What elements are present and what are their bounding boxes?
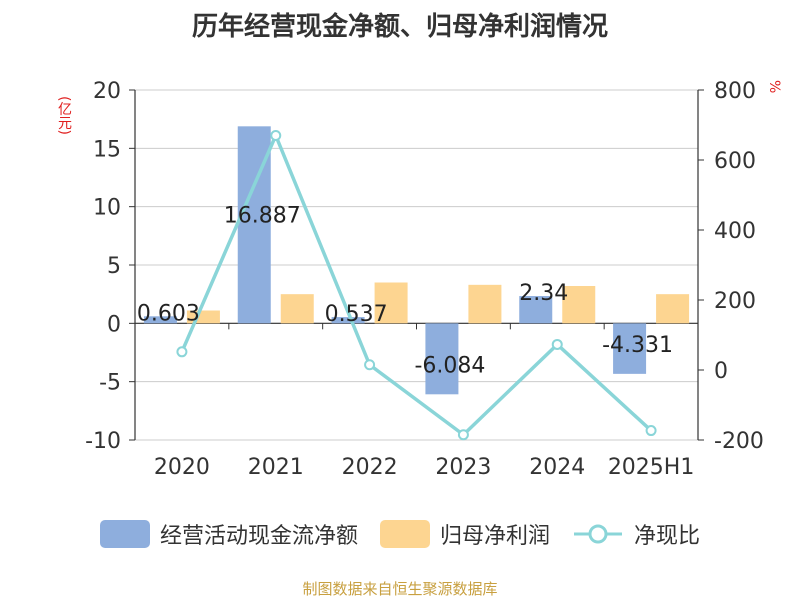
legend-item-operating-cash[interactable]: 经营活动现金流净额 [99, 518, 358, 550]
legend-swatch-net-profit [379, 520, 430, 548]
ratio-line [180, 133, 653, 437]
right-tick-label: 600 [714, 149, 756, 174]
net-profit-bar [562, 286, 596, 324]
left-tick-label: -5 [99, 371, 121, 396]
ratio-point [645, 425, 657, 437]
net-profit-bar [374, 282, 408, 324]
legend-label-operating-cash: 经营活动现金流净额 [159, 524, 358, 549]
ratio-point [551, 338, 563, 350]
legend-label-ratio: 净现比 [634, 524, 701, 549]
operating-cash-bar [519, 296, 553, 324]
operating-cash-data-label: 2.34 [519, 281, 568, 306]
right-tick-label: 200 [714, 289, 756, 314]
legend-swatch-operating-cash [99, 520, 150, 548]
category-label: 2023 [435, 455, 491, 480]
left-axis-unit: (亿元) [56, 96, 72, 135]
net-profit-bar [280, 294, 314, 324]
ratio-point [364, 359, 376, 371]
right-tick-label: -200 [714, 429, 764, 454]
right-axis-unit: % [766, 80, 782, 94]
category-label: 2021 [248, 455, 304, 480]
category-label: 2020 [154, 455, 210, 480]
category-label: 2025H1 [608, 455, 695, 480]
right-tick-label: 800 [714, 79, 756, 104]
net-profit-bar [656, 294, 690, 324]
operating-cash-bar [425, 323, 459, 395]
legend-item-net-profit[interactable]: 归母净利润 [379, 518, 550, 550]
left-tick-label: 15 [93, 137, 121, 162]
operating-cash-data-label: 0.603 [137, 301, 200, 326]
operating-cash-data-label: -4.331 [602, 333, 673, 358]
ratio-point [176, 346, 188, 358]
operating-cash-data-label: 0.537 [325, 302, 388, 327]
right-tick-label: 0 [714, 359, 728, 384]
ratio-point [457, 429, 469, 441]
right-tick-label: 400 [714, 219, 756, 244]
left-tick-label: 10 [93, 196, 121, 221]
category-label: 2022 [342, 455, 398, 480]
operating-cash-data-label: 16.887 [224, 203, 301, 228]
ratio-point [270, 130, 282, 141]
net-profit-bar [468, 284, 502, 324]
operating-cash-bar [143, 316, 177, 324]
operating-cash-bar [331, 317, 365, 324]
operating-cash-bar [613, 323, 647, 374]
legend-item-ratio[interactable]: 净现比 [572, 518, 700, 550]
operating-cash-data-label: -6.084 [414, 353, 485, 378]
legend-swatch-ratio-icon [574, 524, 622, 544]
left-tick-label: 20 [93, 79, 121, 104]
chart-legend: 经营活动现金流净额 归母净利润 净现比 [0, 518, 800, 550]
chart-title: 历年经营现金净额、归母净利润情况 [191, 12, 608, 42]
legend-label-net-profit: 归母净利润 [439, 524, 550, 549]
left-tick-label: 5 [107, 254, 121, 279]
left-tick-label: -10 [85, 429, 121, 454]
category-label: 2024 [529, 455, 585, 480]
data-source-note: 制图数据来自恒生聚源数据库 [302, 580, 498, 598]
left-tick-label: 0 [107, 312, 121, 337]
